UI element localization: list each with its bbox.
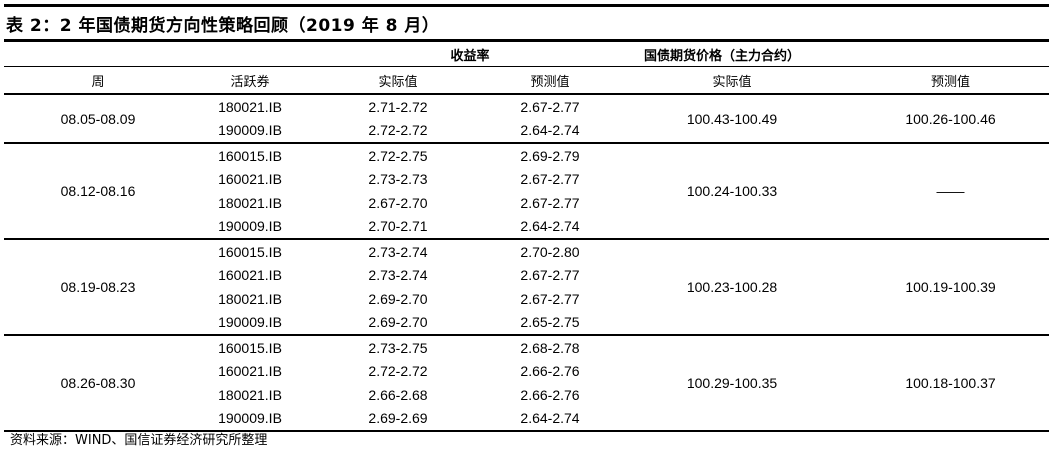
header-column-row: 周 活跃券 实际值 预测值 实际值 预测值	[4, 66, 1050, 94]
yield-forecast-cell: 2.64-2.74	[520, 122, 580, 139]
yield-actual-cell: 2.73-2.73	[368, 171, 428, 188]
bond-cell: 190009.IB	[218, 122, 282, 139]
week-cell: 08.19-08.23	[4, 238, 192, 335]
bond-cell: 160021.IB	[218, 171, 282, 188]
bond-cell: 180021.IB	[218, 386, 282, 403]
yield-forecast-cell: 2.67-2.77	[520, 290, 580, 307]
top-rule	[4, 4, 1049, 7]
yield-actual-cell: 2.69-2.70	[368, 290, 428, 307]
table-row: 190009.IB 2.69-2.69 2.64-2.74	[4, 406, 1049, 432]
yield-actual-cell: 2.69-2.70	[368, 314, 428, 331]
bond-cell: 180021.IB	[192, 93, 308, 119]
table-row: 190009.IB 2.70-2.71 2.64-2.74	[4, 215, 1049, 240]
price-actual-cell: 100.24-100.33	[612, 142, 853, 239]
yield-actual-cell: 2.73-2.74	[368, 267, 428, 284]
bond-cell: 160015.IB	[192, 334, 308, 360]
table-row: 08.05-08.09 180021.IB 2.71-2.72 2.67-2.77 10…	[4, 93, 1050, 143]
col-active-bond: 活跃券	[192, 66, 308, 94]
yield-forecast-cell: 2.66-2.76	[520, 363, 580, 380]
yield-forecast-cell: 2.67-2.77	[520, 267, 580, 284]
table-row: 08.19-08.23 160015.IB 2.73-2.74 2.70-2.80 10…	[4, 238, 1050, 335]
table-row: 08.12-08.16 160015.IB 2.72-2.75 2.69-2.79 10…	[4, 142, 1050, 239]
price-actual-cell: 100.29-100.35	[612, 334, 853, 432]
yield-forecast-cell: 2.65-2.75	[520, 314, 580, 331]
bond-cell: 180021.IB	[218, 290, 282, 307]
price-forecast-cell: ——	[852, 142, 1050, 239]
yield-actual-cell: 2.72-2.75	[308, 142, 488, 168]
yield-forecast-cell: 2.67-2.77	[488, 93, 613, 119]
header-yield: 收益率	[308, 39, 613, 67]
week-cell: 08.26-08.30	[4, 334, 192, 432]
header-group-row: 收益率 国债期货价格（主力合约）	[4, 39, 1050, 67]
source-note: 资料来源：WIND、国信证券经济研究所整理	[10, 433, 268, 448]
table-row: 180021.IB 2.69-2.70 2.67-2.77	[4, 287, 1049, 311]
bond-cell: 160021.IB	[218, 267, 282, 284]
yield-forecast-cell: 2.66-2.76	[520, 386, 580, 403]
table-row: 180021.IB 2.67-2.70 2.67-2.77	[4, 191, 1049, 215]
table-row: 160021.IB 2.73-2.74 2.67-2.77	[4, 264, 1049, 288]
price-forecast-cell: 100.26-100.46	[852, 93, 1050, 143]
yield-forecast-cell: 2.67-2.77	[520, 171, 580, 188]
price-actual-cell: 100.43-100.49	[612, 93, 853, 143]
table-row: 190009.IB 2.72-2.72 2.64-2.74	[4, 119, 1049, 144]
yield-forecast-cell: 2.67-2.77	[520, 194, 580, 211]
yield-actual-cell: 2.70-2.71	[368, 218, 428, 235]
col-price-forecast: 预测值	[852, 66, 1050, 94]
bond-cell: 190009.IB	[192, 406, 308, 432]
table-row: 180021.IB 2.66-2.68 2.66-2.76	[4, 383, 1049, 407]
bond-cell: 190009.IB	[218, 314, 282, 331]
yield-actual-cell: 2.71-2.72	[308, 93, 488, 119]
strategy-review-table: 收益率 国债期货价格（主力合约） 周 活跃券 实际值 预测值 实际值 预测值 0…	[4, 39, 1050, 432]
table-title: 表 2：2 年国债期货方向性策略回顾（2019 年 8 月）	[6, 16, 440, 36]
table-row: 08.26-08.30 160015.IB 2.73-2.75 2.68-2.78 10…	[4, 334, 1050, 432]
week-cell: 08.05-08.09	[4, 93, 192, 143]
yield-actual-cell: 2.72-2.72	[368, 363, 428, 380]
col-week: 周	[4, 66, 192, 94]
bond-cell: 190009.IB	[218, 218, 282, 235]
table-row: 190009.IB 2.69-2.70 2.65-2.75	[4, 311, 1049, 336]
price-forecast-cell: 100.18-100.37	[852, 334, 1050, 432]
table-row: 160021.IB 2.72-2.72 2.66-2.76	[4, 360, 1049, 384]
yield-actual-cell: 2.69-2.69	[308, 406, 488, 432]
bond-cell: 180021.IB	[218, 194, 282, 211]
bond-cell: 160015.IB	[192, 238, 308, 264]
yield-forecast-cell: 2.64-2.74	[520, 218, 580, 235]
col-price-actual: 实际值	[612, 66, 853, 94]
yield-forecast-cell: 2.69-2.79	[488, 142, 613, 168]
yield-actual-cell: 2.73-2.75	[308, 334, 488, 360]
week-cell: 08.12-08.16	[4, 142, 192, 239]
yield-actual-cell: 2.72-2.72	[368, 122, 428, 139]
price-actual-cell: 100.23-100.28	[612, 238, 853, 335]
yield-forecast-cell: 2.70-2.80	[488, 238, 613, 264]
table-row: 160021.IB 2.73-2.73 2.67-2.77	[4, 168, 1049, 192]
price-forecast-cell: 100.19-100.39	[852, 238, 1050, 335]
col-yield-actual: 实际值	[308, 66, 488, 94]
col-yield-forecast: 预测值	[488, 66, 613, 94]
yield-actual-cell: 2.73-2.74	[308, 238, 488, 264]
yield-forecast-cell: 2.64-2.74	[488, 406, 613, 432]
bond-cell: 160015.IB	[192, 142, 308, 168]
yield-forecast-cell: 2.68-2.78	[488, 334, 613, 360]
bond-cell: 160021.IB	[218, 363, 282, 380]
header-futures-price: 国债期货价格（主力合约）	[612, 39, 1050, 67]
yield-actual-cell: 2.66-2.68	[368, 386, 428, 403]
yield-actual-cell: 2.67-2.70	[368, 194, 428, 211]
